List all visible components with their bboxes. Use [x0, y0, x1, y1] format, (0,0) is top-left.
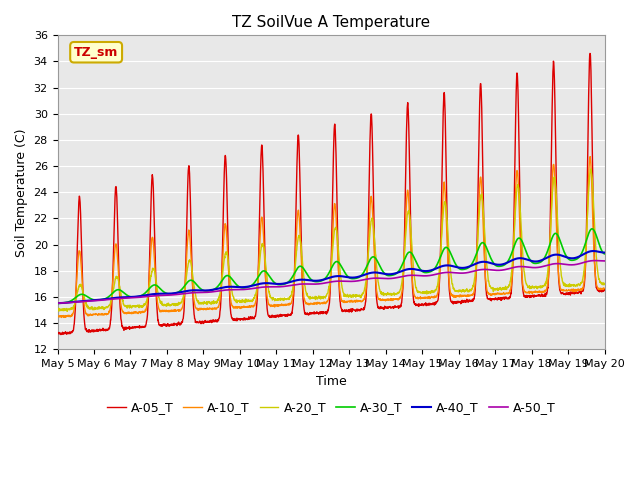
A-10_T — [207, 306, 214, 312]
A-10_T — [490, 292, 498, 298]
Text: TZ_sm: TZ_sm — [74, 46, 118, 59]
A-30_T — [206, 288, 214, 294]
A-20_T — [54, 307, 61, 312]
A-20_T — [568, 282, 575, 288]
A-10_T — [347, 299, 355, 304]
A-20_T — [347, 292, 355, 298]
Line: A-20_T: A-20_T — [58, 169, 605, 312]
A-30_T — [490, 261, 498, 266]
Line: A-50_T: A-50_T — [58, 261, 605, 303]
A-40_T — [601, 250, 609, 255]
A-20_T — [552, 196, 560, 202]
A-10_T — [568, 288, 575, 293]
A-20_T — [490, 287, 498, 292]
A-10_T — [359, 297, 367, 303]
A-05_T — [490, 296, 498, 301]
A-30_T — [359, 271, 367, 277]
A-50_T — [601, 258, 609, 264]
A-10_T — [601, 286, 609, 291]
A-50_T — [490, 267, 498, 273]
Title: TZ SoilVue A Temperature: TZ SoilVue A Temperature — [232, 15, 430, 30]
A-50_T — [206, 289, 214, 295]
A-50_T — [568, 262, 575, 268]
A-40_T — [568, 255, 575, 261]
A-10_T — [552, 224, 560, 230]
A-05_T — [57, 332, 65, 337]
A-40_T — [206, 287, 214, 293]
A-20_T — [601, 281, 609, 287]
A-05_T — [347, 307, 355, 312]
X-axis label: Time: Time — [316, 374, 346, 387]
A-10_T — [54, 314, 61, 320]
A-30_T — [347, 276, 355, 281]
Line: A-05_T: A-05_T — [58, 53, 605, 335]
A-05_T — [552, 195, 560, 201]
A-50_T — [347, 278, 355, 284]
Legend: A-05_T, A-10_T, A-20_T, A-30_T, A-40_T, A-50_T: A-05_T, A-10_T, A-20_T, A-30_T, A-40_T, … — [102, 396, 561, 420]
A-05_T — [359, 306, 367, 312]
A-05_T — [207, 318, 214, 324]
Line: A-30_T: A-30_T — [58, 229, 605, 303]
A-40_T — [589, 248, 597, 254]
A-30_T — [552, 231, 560, 237]
A-40_T — [54, 300, 61, 306]
A-30_T — [601, 251, 609, 257]
A-50_T — [359, 277, 367, 283]
A-05_T — [54, 330, 61, 336]
A-50_T — [54, 300, 61, 306]
Line: A-40_T: A-40_T — [58, 251, 605, 303]
A-50_T — [591, 258, 599, 264]
A-10_T — [58, 314, 65, 320]
A-05_T — [601, 287, 609, 293]
A-20_T — [359, 290, 367, 296]
A-20_T — [54, 309, 61, 314]
A-30_T — [54, 300, 61, 306]
A-40_T — [490, 261, 498, 267]
A-20_T — [207, 300, 214, 306]
A-50_T — [552, 261, 560, 266]
A-30_T — [568, 257, 575, 263]
A-40_T — [359, 273, 367, 278]
A-20_T — [588, 166, 595, 172]
A-05_T — [568, 290, 575, 296]
A-40_T — [347, 275, 355, 280]
A-10_T — [586, 154, 594, 159]
A-30_T — [588, 226, 596, 232]
A-40_T — [552, 252, 560, 257]
Y-axis label: Soil Temperature (C): Soil Temperature (C) — [15, 128, 28, 257]
Line: A-10_T: A-10_T — [58, 156, 605, 317]
A-05_T — [586, 50, 594, 56]
